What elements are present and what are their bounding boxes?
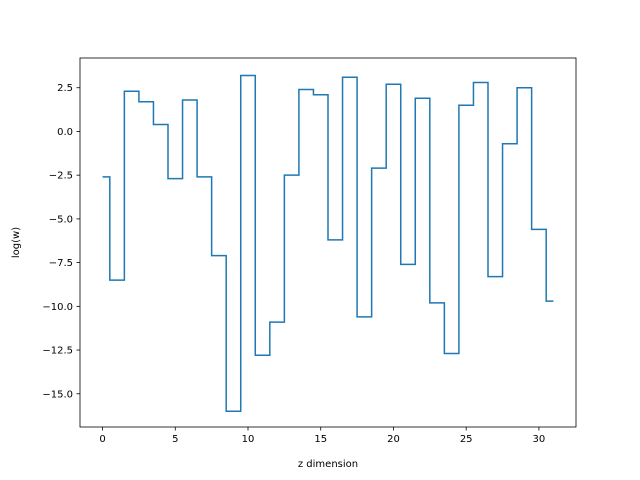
y-tick-label: −12.5 (42, 346, 73, 357)
y-tick-label: 2.5 (57, 83, 73, 94)
plot-frame (79, 57, 577, 428)
plot-content (102, 74, 554, 413)
y-tick-label: −15.0 (42, 389, 73, 400)
y-axis-label: log(w) (11, 227, 22, 258)
x-tick-label: 30 (533, 434, 546, 445)
x-tick-label: 10 (242, 434, 255, 445)
y-tick-label: −2.5 (49, 171, 73, 182)
y-tick-label: −5.0 (49, 214, 73, 225)
x-axis-label: z dimension (298, 459, 358, 470)
x-tick-label: 25 (460, 434, 473, 445)
y-tick-label: −7.5 (49, 258, 73, 269)
series-line (102, 74, 554, 413)
x-axis-ticks: 0 5 10 15 20 25 30 (99, 427, 545, 445)
y-tick-label: −10.0 (42, 302, 73, 313)
y-axis-ticks: 2.5 0.0 −2.5 −5.0 −7.5 −10.0 −12.5 −15.0 (42, 83, 80, 400)
y-tick-label: 0.0 (57, 127, 73, 138)
x-tick-label: 15 (314, 434, 327, 445)
x-tick-label: 20 (387, 434, 400, 445)
x-tick-label: 5 (172, 434, 178, 445)
x-tick-label: 0 (99, 434, 105, 445)
